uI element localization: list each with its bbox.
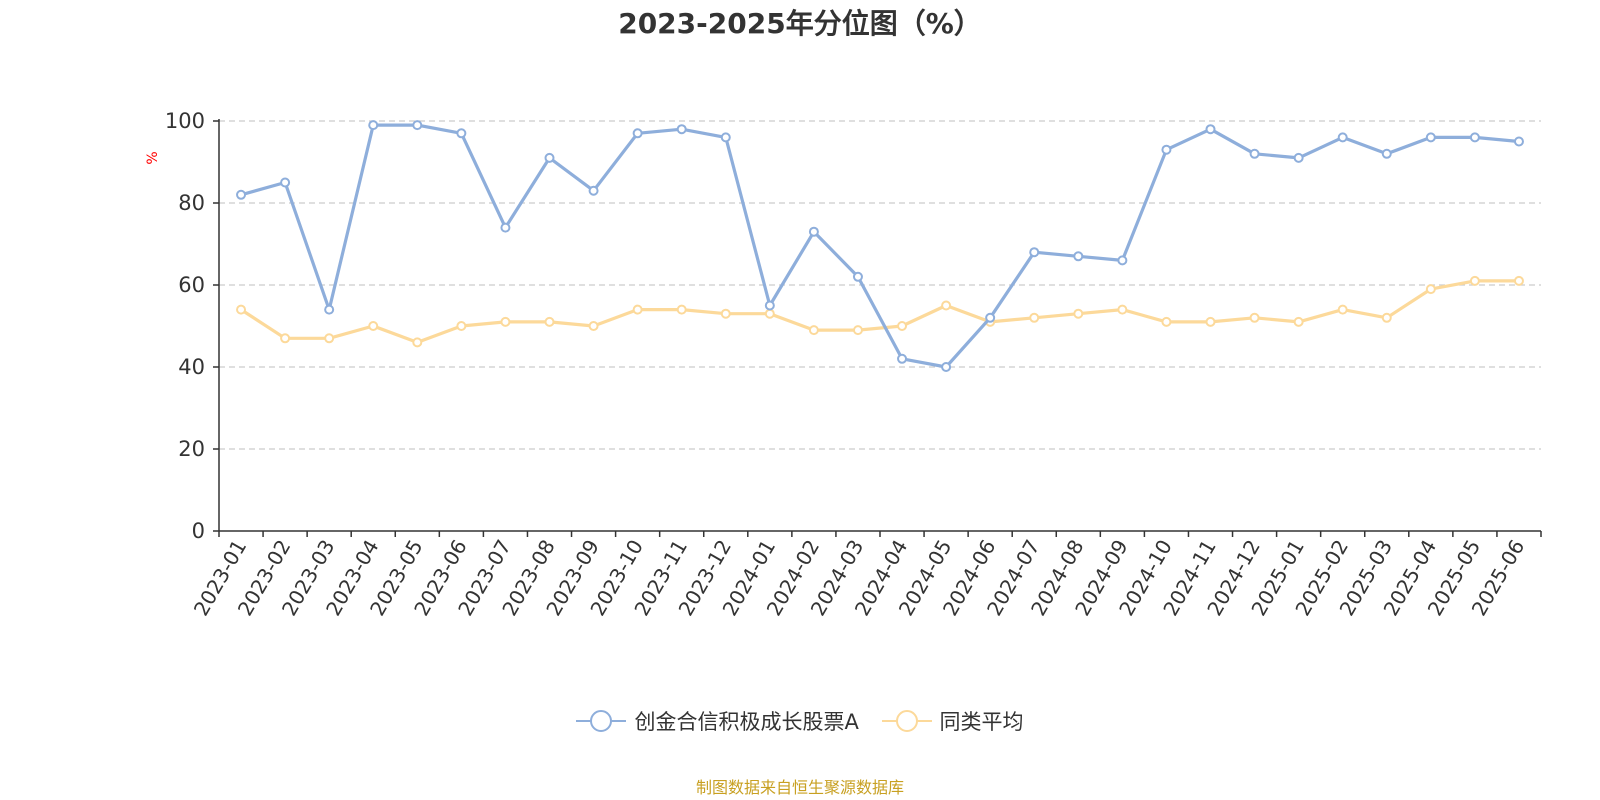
- series-1-point[interactable]: [676, 304, 687, 315]
- grid-lines: [219, 120, 1541, 450]
- series-0-point[interactable]: [764, 300, 775, 311]
- legend-swatch-fund: [576, 707, 627, 735]
- legend-swatch-peer-average: [881, 707, 932, 735]
- series-0-point[interactable]: [280, 177, 291, 188]
- y-tick-label: 40: [178, 355, 205, 379]
- chart-title: 2023-2025年分位图（%）: [618, 7, 982, 40]
- series-0-point[interactable]: [1205, 124, 1216, 135]
- series-1-point[interactable]: [897, 321, 908, 331]
- series-0-point[interactable]: [1029, 247, 1040, 258]
- series-0-point[interactable]: [1161, 144, 1172, 155]
- series-0-point[interactable]: [676, 124, 687, 135]
- series-0-point[interactable]: [1249, 148, 1260, 159]
- series-1-point[interactable]: [1469, 275, 1480, 286]
- y-axis-label: %: [145, 151, 161, 164]
- legend-item-peer-average[interactable]: 同类平均: [881, 706, 1024, 736]
- series-0-point[interactable]: [941, 362, 952, 372]
- y-tick-label: 80: [178, 191, 205, 215]
- series-0-point[interactable]: [1073, 251, 1084, 262]
- series-1-point[interactable]: [1337, 304, 1348, 315]
- series-0-point[interactable]: [985, 312, 996, 323]
- series-1-point[interactable]: [368, 321, 379, 331]
- series-lines: [236, 120, 1524, 372]
- series-0-point[interactable]: [500, 222, 511, 233]
- legend-label-fund: 创金合信积极成长股票A: [634, 710, 859, 734]
- legend-item-fund[interactable]: 创金合信积极成长股票A: [576, 706, 859, 736]
- source-note: 制图数据来自恒生聚源数据库: [695, 778, 904, 797]
- series-1-point[interactable]: [852, 325, 863, 336]
- series-1-point[interactable]: [1293, 316, 1304, 327]
- series-1-point[interactable]: [808, 325, 819, 336]
- series-0-point[interactable]: [632, 128, 643, 139]
- series-1-point[interactable]: [720, 308, 731, 319]
- series-0-point[interactable]: [368, 120, 379, 131]
- series-1-point[interactable]: [941, 300, 952, 311]
- axes: 0204060801002023-012023-022023-032023-04…: [165, 109, 1542, 620]
- series-0-point[interactable]: [236, 189, 247, 200]
- series-1-point[interactable]: [544, 316, 555, 327]
- series-0-point[interactable]: [324, 304, 335, 315]
- series-0-point[interactable]: [1469, 132, 1480, 143]
- series-1-point[interactable]: [588, 321, 599, 331]
- series-1-point[interactable]: [632, 304, 643, 315]
- series-1-point[interactable]: [1117, 304, 1128, 315]
- series-1-point[interactable]: [1205, 316, 1216, 327]
- series-0-point[interactable]: [897, 353, 908, 364]
- series-1-point[interactable]: [1161, 316, 1172, 327]
- legend-label-peer-average: 同类平均: [939, 710, 1024, 734]
- series-0-point[interactable]: [808, 226, 819, 237]
- series-0-point[interactable]: [1513, 136, 1524, 147]
- series-0-point[interactable]: [588, 185, 599, 196]
- series-1-point[interactable]: [280, 333, 291, 344]
- series-0-point[interactable]: [1117, 255, 1128, 266]
- y-tick-label: 20: [178, 437, 205, 461]
- series-1-point[interactable]: [1381, 312, 1392, 323]
- series-0-point[interactable]: [456, 128, 467, 139]
- y-tick-label: 100: [165, 109, 205, 133]
- series-0-point[interactable]: [720, 132, 731, 143]
- series-1-point[interactable]: [500, 316, 511, 327]
- series-line-1: [240, 279, 1519, 344]
- legend: 创金合信积极成长股票A 同类平均: [0, 706, 1600, 740]
- series-1-point[interactable]: [456, 321, 467, 331]
- series-1-point[interactable]: [1249, 312, 1260, 323]
- series-0-point[interactable]: [1381, 148, 1392, 159]
- series-0-point[interactable]: [1425, 132, 1436, 143]
- series-1-point[interactable]: [236, 304, 247, 315]
- series-1-point[interactable]: [324, 333, 335, 344]
- series-line-0: [240, 123, 1520, 369]
- series-0-point[interactable]: [412, 120, 423, 131]
- series-1-point[interactable]: [1073, 308, 1084, 319]
- series-0-point[interactable]: [1293, 152, 1304, 163]
- y-tick-label: 60: [178, 273, 205, 297]
- series-0-point[interactable]: [544, 152, 555, 163]
- y-tick-label: 0: [192, 519, 205, 543]
- series-1-point[interactable]: [412, 337, 423, 348]
- series-0-point[interactable]: [852, 271, 863, 282]
- series-1-point[interactable]: [1029, 312, 1040, 323]
- series-1-point[interactable]: [1425, 284, 1436, 295]
- series-1-point[interactable]: [1513, 275, 1524, 286]
- series-1-point[interactable]: [764, 308, 775, 319]
- series-0-point[interactable]: [1337, 132, 1348, 143]
